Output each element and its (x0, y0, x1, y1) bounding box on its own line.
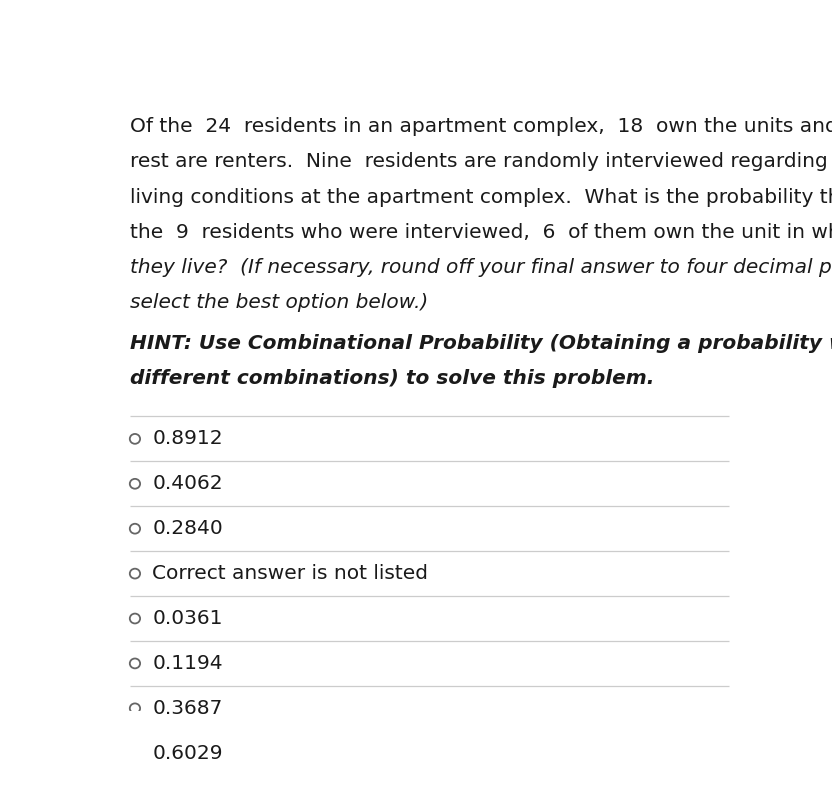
Text: 0.6029: 0.6029 (152, 744, 223, 763)
Text: Correct answer is not listed: Correct answer is not listed (152, 564, 428, 583)
Text: the  9  residents who were interviewed,  6  of them own the unit in which: the 9 residents who were interviewed, 6 … (130, 223, 832, 241)
Text: 0.1194: 0.1194 (152, 654, 223, 673)
Text: different combinations) to solve this problem.: different combinations) to solve this pr… (130, 369, 654, 388)
Text: rest are renters.  Nine  residents are randomly interviewed regarding the: rest are renters. Nine residents are ran… (130, 153, 832, 172)
Text: 0.0361: 0.0361 (152, 609, 223, 628)
Text: Of the  24  residents in an apartment complex,  18  own the units and the: Of the 24 residents in an apartment comp… (130, 117, 832, 137)
Text: they live?  (If necessary, round off your final answer to four decimal places an: they live? (If necessary, round off your… (130, 258, 832, 276)
Text: 0.3687: 0.3687 (152, 699, 223, 718)
Text: 0.8912: 0.8912 (152, 429, 223, 448)
Text: select the best option below.): select the best option below.) (130, 292, 428, 312)
Text: 0.2840: 0.2840 (152, 519, 223, 539)
Text: 0.4062: 0.4062 (152, 475, 223, 493)
Text: living conditions at the apartment complex.  What is the probability that of: living conditions at the apartment compl… (130, 188, 832, 207)
Text: HINT: Use Combinational Probability (Obtaining a probability with use of: HINT: Use Combinational Probability (Obt… (130, 334, 832, 353)
